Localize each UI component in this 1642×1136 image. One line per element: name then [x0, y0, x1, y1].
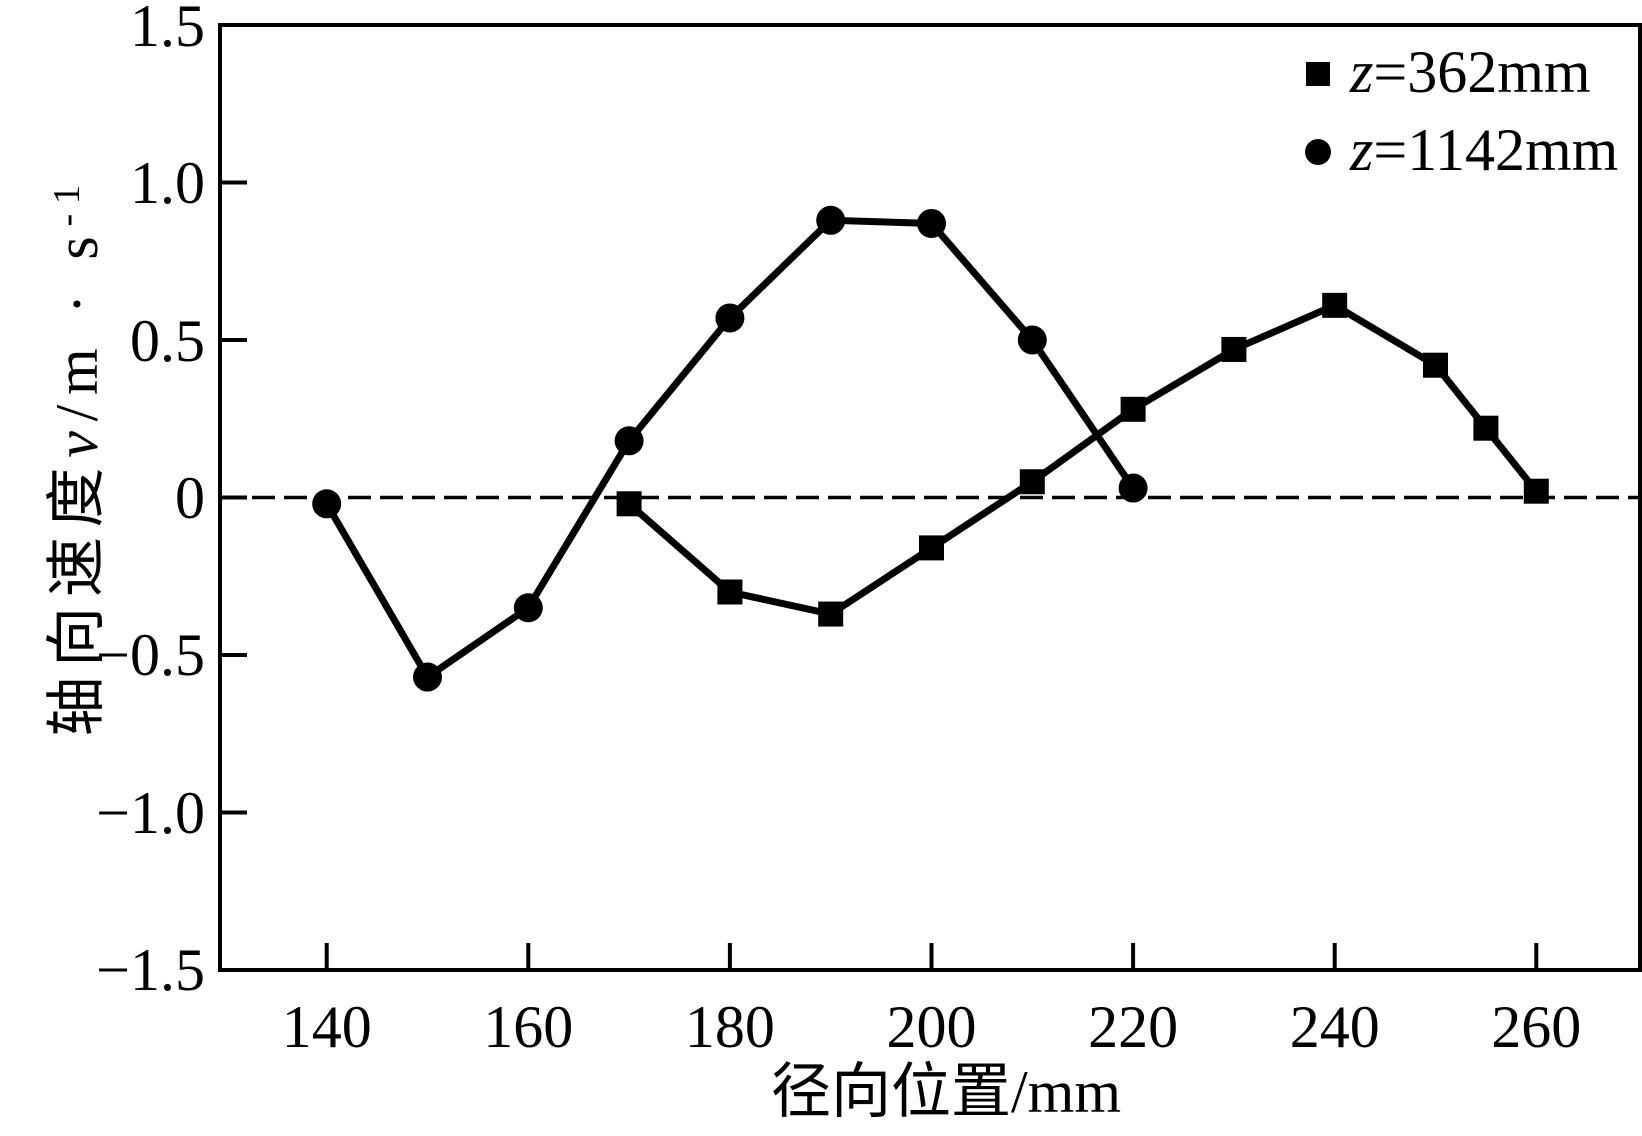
svg-text:径向位置/mm: 径向位置/mm	[771, 1059, 1121, 1125]
svg-text:160: 160	[483, 994, 573, 1060]
svg-text:轴向速度v/m · s-1: 轴向速度v/m · s-1	[44, 175, 110, 736]
svg-text:0: 0	[175, 465, 205, 531]
svg-text:−0.5: −0.5	[96, 622, 205, 688]
svg-text:140: 140	[282, 994, 372, 1060]
svg-text:z=362mm: z=362mm	[1349, 39, 1591, 105]
svg-text:−1.0: −1.0	[96, 780, 205, 846]
svg-text:180: 180	[685, 994, 775, 1060]
svg-text:260: 260	[1491, 994, 1581, 1060]
svg-text:1.5: 1.5	[130, 0, 205, 59]
svg-text:200: 200	[887, 994, 977, 1060]
svg-text:−1.5: −1.5	[96, 937, 205, 1003]
svg-text:220: 220	[1088, 994, 1178, 1060]
svg-text:1.0: 1.0	[130, 150, 205, 216]
svg-text:0.5: 0.5	[130, 308, 205, 374]
svg-text:240: 240	[1290, 994, 1380, 1060]
svg-text:z=1142mm: z=1142mm	[1349, 117, 1618, 183]
